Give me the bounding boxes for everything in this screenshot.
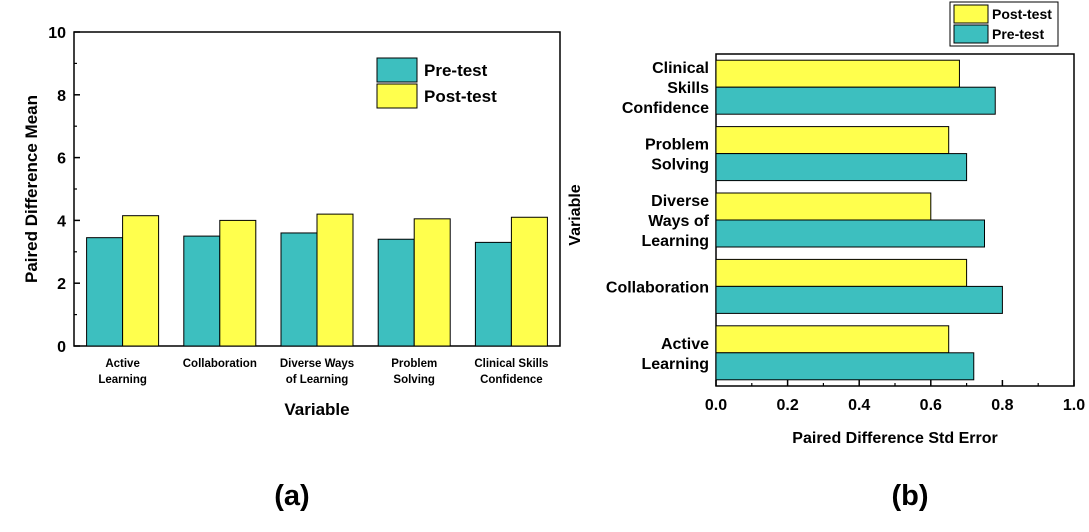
- x-tick-label: 1.0: [1063, 397, 1085, 414]
- y-tick-label: Learning: [641, 233, 709, 250]
- y-tick-label: Active: [661, 336, 709, 353]
- x-tick-label: 0.8: [991, 397, 1013, 414]
- y-tick-label: Clinical: [652, 60, 709, 77]
- bar-post-test: [122, 215, 160, 347]
- legend-label: Pre-test: [992, 26, 1044, 42]
- y-tick-label: Problem: [645, 137, 709, 154]
- y-axis-title: Paired Difference Mean: [22, 95, 41, 283]
- x-axis-title: Paired Difference Std Error: [792, 430, 997, 447]
- bar-pre-test: [377, 238, 415, 347]
- x-tick-label: 0.6: [920, 397, 942, 414]
- bar-pre-test: [183, 235, 221, 347]
- y-tick-label: Skills: [667, 80, 709, 97]
- y-tick-label: 8: [57, 88, 66, 105]
- x-tick-label: of Learning: [286, 374, 349, 386]
- y-tick-label: 2: [57, 276, 66, 293]
- bar-post-test: [715, 59, 960, 88]
- y-tick-label: Confidence: [622, 100, 709, 117]
- y-tick-label: Solving: [651, 157, 709, 174]
- x-tick-label: Learning: [98, 374, 147, 386]
- x-tick-label: 0.0: [705, 397, 727, 414]
- bar-pre-test: [86, 237, 124, 347]
- panel-label-a: (a): [274, 480, 309, 512]
- bar-post-test: [510, 216, 548, 347]
- bar-pre-test: [280, 232, 318, 347]
- bar-post-test: [715, 325, 950, 354]
- bar-post-test: [715, 258, 968, 287]
- y-axis-title: Variable: [567, 184, 584, 245]
- legend-label: Post-test: [992, 6, 1052, 22]
- bar-pre-test: [715, 285, 1003, 314]
- y-tick-label: 4: [57, 213, 66, 230]
- x-tick-label: Clinical Skills: [474, 358, 548, 370]
- legend-label: Pre-test: [424, 61, 488, 80]
- chart-a: 0 2 4 6 8 10 Active Learning Collaboration Divers…: [22, 25, 561, 512]
- x-axis-title: Variable: [284, 400, 349, 419]
- y-tick-label: 10: [48, 25, 66, 42]
- x-tick-label: 0.2: [776, 397, 798, 414]
- y-tick-label: Collaboration: [606, 279, 709, 296]
- bar-post-test: [413, 218, 451, 347]
- x-tick-label: Solving: [393, 374, 435, 386]
- x-tick-label: Collaboration: [183, 358, 257, 370]
- y-tick-label: Ways of: [648, 213, 709, 230]
- legend-label: Post-test: [424, 87, 497, 106]
- legend-swatch-pre-test: [953, 24, 989, 44]
- y-tick-label: 0: [57, 339, 66, 356]
- y-tick-label: Learning: [641, 356, 709, 373]
- bar-pre-test: [715, 352, 975, 381]
- y-tick-label: Diverse: [651, 193, 709, 210]
- bar-post-test: [715, 126, 950, 155]
- legend-swatch-post-test: [376, 83, 418, 109]
- legend-swatch-pre-test: [376, 57, 418, 83]
- bar-pre-test: [715, 219, 985, 248]
- bar-post-test: [316, 213, 354, 347]
- panel-label-b: (b): [891, 480, 928, 512]
- bar-pre-test: [474, 241, 512, 347]
- x-tick-label: Confidence: [480, 374, 543, 386]
- bar-pre-test: [715, 86, 996, 115]
- x-tick-label: 0.4: [848, 397, 870, 414]
- x-tick-label: Problem: [391, 358, 437, 370]
- chart-b: 0.0 0.2 0.4 0.6 0.8 1.0 Active Learning Collabor…: [567, 1, 1085, 512]
- x-tick-label: Active: [105, 358, 140, 370]
- legend-swatch-post-test: [953, 4, 989, 24]
- y-tick-label: 6: [57, 151, 66, 168]
- bar-post-test: [219, 219, 257, 347]
- bar-post-test: [715, 192, 932, 221]
- x-tick-label: Diverse Ways: [280, 358, 354, 370]
- bar-pre-test: [715, 153, 968, 182]
